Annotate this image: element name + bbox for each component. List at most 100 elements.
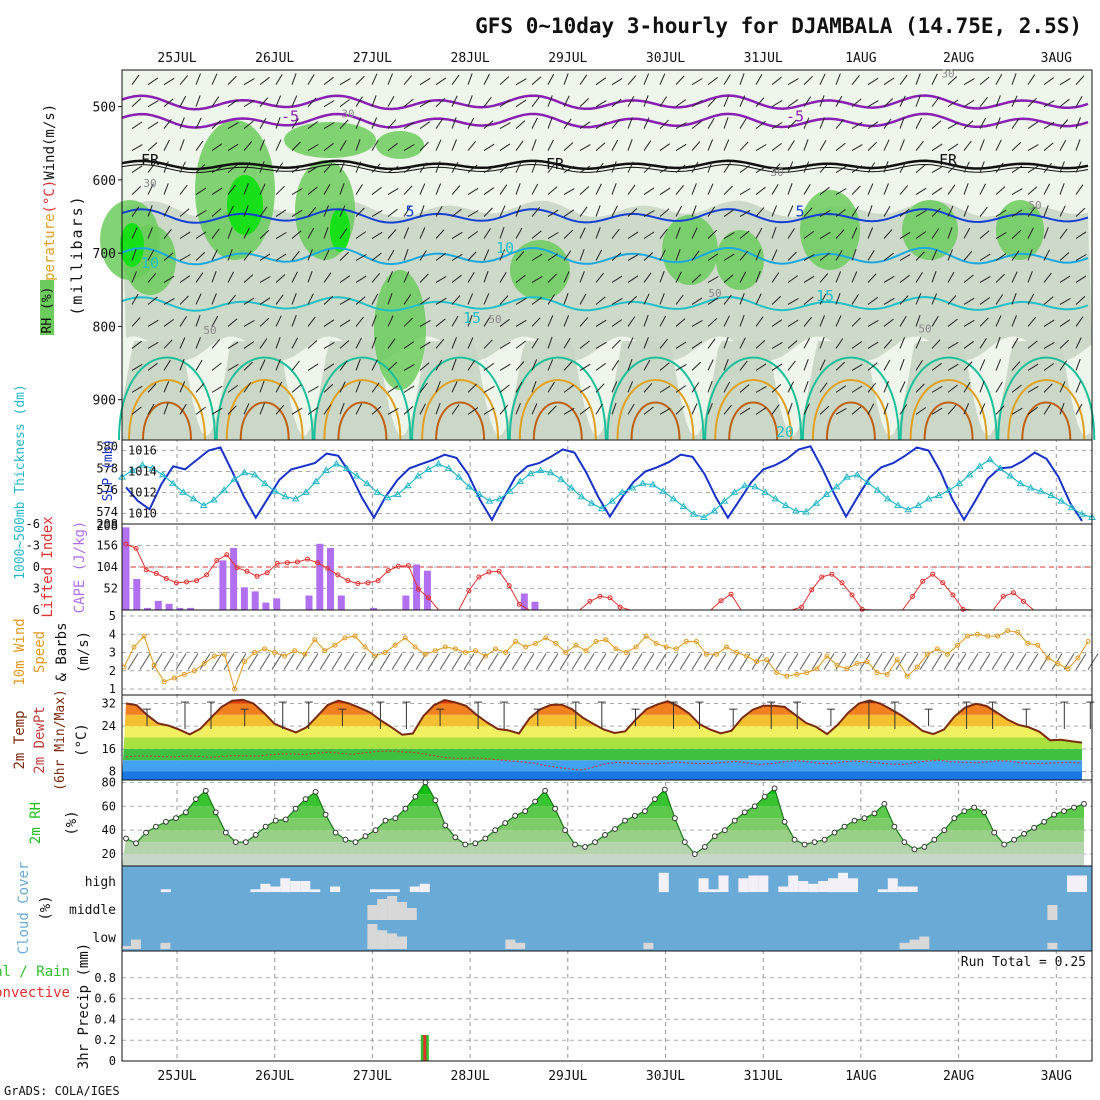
rh2m-point — [721, 827, 728, 834]
stability-plot — [122, 527, 1084, 612]
wind-barb — [883, 275, 895, 283]
lifted-index-tick-label: 3 — [33, 582, 40, 596]
wind10m-barb — [139, 653, 151, 670]
wind-barb — [771, 249, 778, 261]
wind-barb — [995, 95, 1001, 107]
wind-barb — [563, 250, 572, 261]
wind-barb — [1027, 186, 1038, 195]
wind-barb — [675, 363, 687, 371]
wind-barb — [403, 206, 411, 217]
rh2m-point — [292, 805, 299, 812]
wind10m-point — [623, 650, 629, 655]
wind-barb — [531, 139, 537, 151]
wind-barb — [211, 208, 222, 217]
wind-barb — [1059, 119, 1069, 129]
cloud-ylabel: Cloud Cover — [16, 862, 32, 955]
wind-barb — [691, 250, 700, 261]
wind10m-barb — [559, 653, 571, 670]
wind-barb — [339, 228, 348, 239]
wind10m-barb — [703, 653, 715, 670]
wind-barb — [947, 76, 958, 86]
wind-barb — [371, 359, 378, 371]
wind-barb — [691, 341, 703, 349]
wind-barb — [1075, 96, 1083, 107]
wind10m-point — [452, 646, 458, 652]
wind-barb — [179, 403, 187, 415]
isotherm-warm-loop — [704, 356, 803, 441]
thickness-point — [843, 473, 851, 480]
wind-barb — [451, 231, 463, 239]
wind10m-point — [543, 635, 549, 641]
wind-barb — [275, 117, 281, 129]
wind-tick-label: 4 — [109, 627, 116, 641]
rh2m-point — [193, 796, 199, 802]
wind-barb — [371, 117, 378, 129]
wind-barb — [963, 381, 971, 393]
wind-barb — [451, 295, 461, 305]
wind-barb — [355, 254, 367, 261]
wind10m-barb — [811, 653, 823, 670]
wind-barb — [979, 117, 987, 129]
wind-barb — [147, 77, 159, 86]
wind10m-point — [262, 646, 268, 652]
wind-barb — [579, 98, 590, 107]
rh2m-point — [542, 787, 548, 794]
cloud-bar-middle — [377, 899, 388, 920]
wind-barb — [195, 164, 206, 173]
wind-barb — [211, 143, 223, 152]
date-label-bottom: 29JUL — [548, 1069, 587, 1084]
isotherm-warm-loop — [118, 356, 216, 441]
wind10m-barb — [499, 653, 511, 670]
wind-barb — [883, 381, 889, 393]
wind-barb — [291, 384, 302, 393]
wind-barb — [739, 188, 751, 195]
wind-barb — [1075, 75, 1085, 85]
lifted-index-point — [345, 578, 351, 584]
wind-barb — [931, 120, 942, 129]
wind-barb — [851, 341, 863, 349]
wind-barb — [851, 74, 860, 85]
thickness-point — [618, 488, 627, 495]
wind-barb — [435, 118, 444, 129]
rh2m-point — [312, 789, 319, 795]
wind-barb — [579, 406, 590, 415]
wind-barb — [339, 183, 345, 195]
thickness-point — [506, 487, 514, 494]
wind-barb — [579, 121, 591, 130]
wind10m-barb — [595, 653, 607, 670]
wind-barb — [755, 293, 762, 305]
wind-barb — [579, 340, 590, 349]
thickness-tick-label: 574 — [96, 505, 118, 519]
wind-barb — [787, 205, 794, 217]
wind10m-point — [553, 640, 559, 646]
wind-barb — [1043, 363, 1055, 371]
rh2m-point — [741, 809, 748, 816]
wind-barb — [803, 296, 814, 305]
lifted-index-point — [829, 571, 835, 577]
cape-bar — [187, 607, 195, 610]
wind10m-point — [332, 642, 338, 648]
wind-barb — [611, 297, 623, 305]
wind-barb — [835, 119, 845, 129]
thickness-point — [210, 496, 218, 503]
rh2m-point — [701, 844, 708, 850]
wind-barb — [675, 122, 687, 130]
lifted-index-point — [950, 592, 956, 598]
wind-barb — [499, 122, 511, 130]
wind10m-barb — [343, 653, 355, 670]
thickness-point — [965, 470, 974, 478]
wind-barb — [915, 140, 924, 151]
wind10m-point — [342, 635, 348, 641]
wind-barb — [355, 75, 365, 86]
wind-barb — [947, 99, 959, 108]
wind-barb — [675, 385, 687, 393]
wind-barb — [259, 276, 271, 283]
wind-barb — [771, 341, 783, 349]
dewpt2m-line — [125, 750, 1083, 771]
lifted-index-point — [506, 583, 512, 589]
wind-barb — [835, 188, 847, 195]
rh-cell — [284, 122, 376, 158]
cloud-background — [122, 866, 1092, 951]
rh2m-point — [462, 841, 469, 848]
wind-barb — [515, 140, 524, 151]
